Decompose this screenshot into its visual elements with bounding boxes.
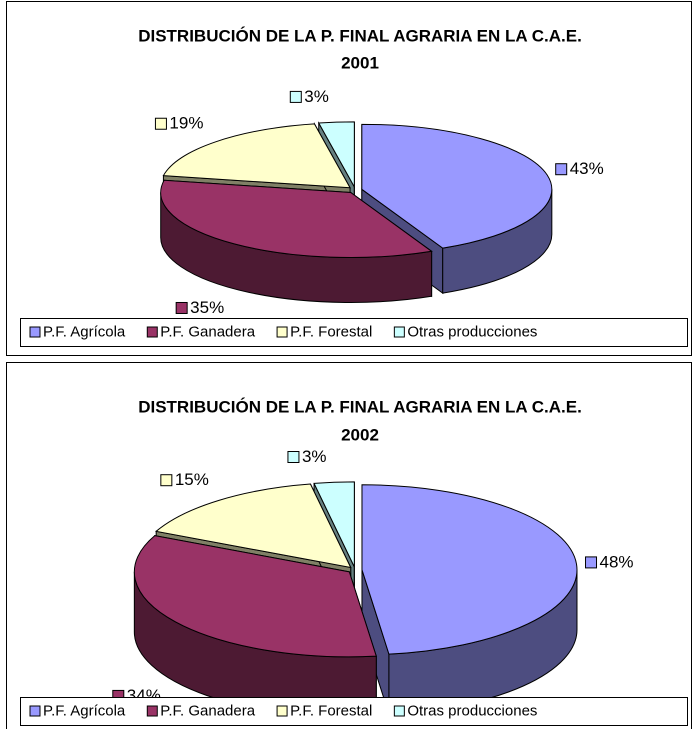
data-label: 43% [570,159,604,178]
slice [313,481,355,568]
slice [133,535,377,658]
legend-label: P.F. Agrícola [43,702,126,719]
legend-label: P.F. Ganadera [160,702,255,719]
data-label: 3% [304,87,329,106]
chart-title: DISTRIBUCIÓN DE LA P. FINAL AGRARIA EN L… [138,397,582,416]
chart-title: DISTRIBUCIÓN DE LA P. FINAL AGRARIA EN L… [138,26,582,45]
label-key [555,163,568,176]
legend-label: P.F. Agrícola [43,323,126,340]
label-key [154,117,167,130]
label-key [175,301,188,314]
legend-key [393,705,405,717]
pie [160,121,553,303]
data-label: 35% [190,298,224,317]
data-label: 48% [600,552,634,571]
slice [361,123,553,249]
pie [133,481,578,718]
chart-subtitle: 2001 [341,53,379,72]
legend-box [20,318,688,347]
label-key [585,556,598,569]
legend-key [276,705,288,717]
legend-key [276,326,288,338]
label-key [289,90,302,103]
slice [160,179,433,258]
legend-key [29,326,41,338]
legend-box [20,697,688,726]
legend-key [146,705,158,717]
legend-label: P.F. Ganadera [160,323,255,340]
legend-label: P.F. Forestal [290,323,372,340]
slice [317,121,355,189]
legend-label: P.F. Forestal [290,702,372,719]
slice [155,483,352,569]
legend-key [393,326,405,338]
chart-subtitle: 2002 [341,425,379,444]
data-label: 3% [302,447,327,466]
legend-label: Otras producciones [407,702,537,719]
slice [162,123,351,189]
legend-key [29,705,41,717]
label-key [160,474,173,487]
legend-label: Otras producciones [407,323,537,340]
slice [361,484,578,655]
data-label: 15% [175,470,209,489]
legend-key [146,326,158,338]
label-key [287,451,300,464]
data-label: 19% [169,114,203,133]
